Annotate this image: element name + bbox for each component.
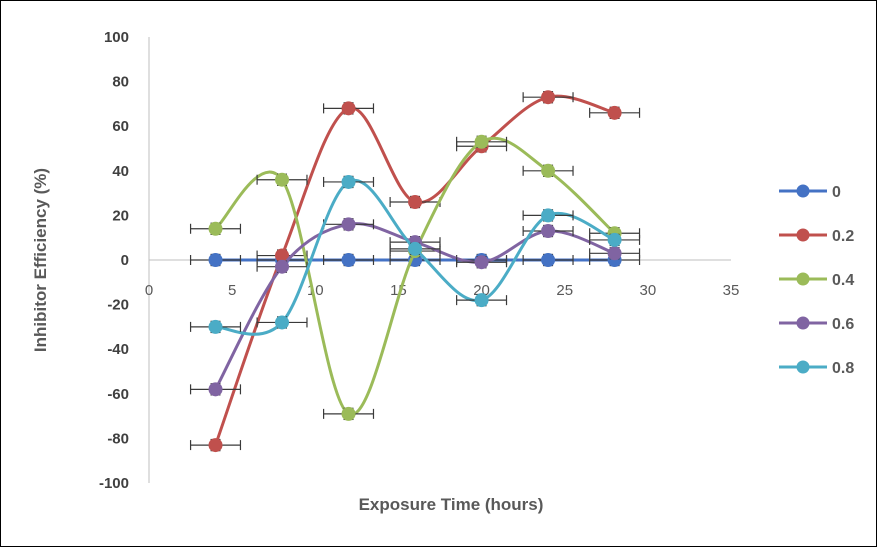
data-point: [208, 438, 223, 453]
legend-label: 0.4: [832, 272, 854, 289]
legend-label: 0.6: [832, 316, 854, 333]
data-point: [607, 232, 622, 247]
legend-item-0: 0: [779, 184, 841, 201]
legend-label: 0.8: [832, 360, 854, 377]
legend-item-0.6: 0.6: [779, 316, 854, 333]
x-axis-title: Exposure Time (hours): [359, 495, 544, 514]
legend-label: 0.2: [832, 228, 854, 245]
data-point: [541, 163, 556, 178]
legend-swatch-marker: [796, 228, 810, 242]
y-tick-labels: -100 -80 -60 -40 -20 0 20 40 60 80 100: [99, 29, 129, 492]
series-0.4: [189, 134, 641, 421]
series-line: [214, 94, 616, 446]
data-point: [341, 406, 356, 421]
y-tick-label: -100: [99, 475, 129, 492]
data-point: [474, 293, 489, 308]
data-point: [275, 259, 290, 274]
y-tick-label: 60: [112, 118, 129, 135]
legend-item-0.8: 0.8: [779, 360, 854, 377]
data-point: [341, 174, 356, 189]
data-point: [607, 246, 622, 261]
data-point: [408, 195, 423, 210]
legend-label: 0: [832, 184, 841, 201]
y-axis-title: Inhibitor Efficiency (%): [31, 168, 50, 352]
data-point: [208, 221, 223, 236]
data-point: [474, 134, 489, 149]
legend-swatch-marker: [796, 360, 810, 374]
legend-swatch-marker: [796, 316, 810, 330]
y-tick-label: 80: [112, 74, 129, 91]
data-point: [474, 255, 489, 270]
y-tick-label: -60: [107, 386, 129, 403]
legend-item-0.2: 0.2: [779, 228, 854, 245]
x-tick-label: 35: [723, 282, 740, 299]
series-0.2: [189, 90, 641, 453]
data-point: [607, 105, 622, 120]
x-tick-label: 5: [228, 282, 236, 299]
legend-swatch-marker: [796, 184, 810, 198]
y-tick-label: 40: [112, 163, 129, 180]
data-point: [208, 253, 223, 267]
x-tick-labels: 0 5 10 15 20 25 30 35: [145, 282, 740, 299]
data-point: [541, 90, 556, 105]
data-point: [541, 253, 556, 267]
series-0.8: [189, 174, 641, 336]
x-tick-label: 0: [145, 282, 153, 299]
x-tick-label: 25: [556, 282, 573, 299]
data-point: [275, 172, 290, 187]
y-tick-label: -40: [107, 341, 129, 358]
legend: 0 0.2 0.4 0.6 0.8: [779, 184, 854, 377]
series-layer: [189, 90, 641, 453]
data-point: [541, 208, 556, 223]
data-point: [208, 319, 223, 334]
data-point: [341, 217, 356, 232]
data-point: [341, 253, 356, 267]
x-tick-label: 30: [640, 282, 657, 299]
data-point: [341, 101, 356, 116]
data-point: [541, 224, 556, 239]
data-point: [275, 315, 290, 330]
y-tick-label: 0: [121, 252, 129, 269]
y-tick-label: -20: [107, 297, 129, 314]
data-point: [408, 241, 423, 256]
y-tick-label: -80: [107, 430, 129, 447]
legend-item-0.4: 0.4: [779, 272, 854, 289]
y-tick-label: 20: [112, 207, 129, 224]
legend-swatch-marker: [796, 272, 810, 286]
x-tick-label: 10: [307, 282, 324, 299]
y-tick-label: 100: [104, 29, 129, 46]
data-point: [208, 382, 223, 397]
